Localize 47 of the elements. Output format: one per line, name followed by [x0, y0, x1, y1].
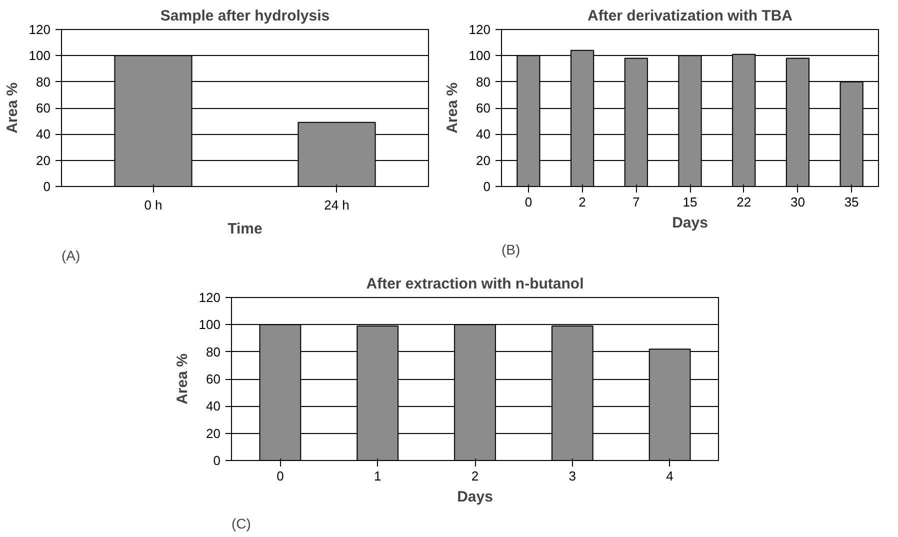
x-tick-label: 1 — [374, 468, 382, 484]
x-tick-label: 4 — [666, 468, 674, 484]
x-tick-label: 24 h — [324, 198, 350, 212]
y-axis-title: Area % — [174, 354, 191, 404]
x-axis-title: Days — [457, 488, 493, 506]
y-tick-label: 0 — [213, 453, 221, 468]
text: (A) — [62, 248, 80, 264]
x-tick-label: 7 — [632, 194, 640, 210]
x-tick-label: 15 — [682, 194, 698, 210]
y-tick-label: 120 — [28, 22, 51, 37]
y-tick-label: 100 — [28, 48, 51, 64]
y-tick-label: 0 — [43, 179, 51, 194]
x-axis-title: Days — [672, 214, 708, 232]
y-tick-label: 40 — [36, 126, 51, 142]
x-tick-label: 2 — [471, 468, 479, 484]
y-tick-label: 100 — [198, 317, 221, 332]
text: (B) — [502, 242, 520, 258]
x-tick-label: 2 — [578, 194, 586, 210]
y-tick-label: 60 — [476, 100, 491, 116]
y-tick-label: 0 — [483, 179, 491, 194]
y-tick-label: 120 — [468, 22, 491, 37]
y-tick-label: 120 — [198, 290, 221, 305]
y-tick-label: 40 — [206, 398, 221, 414]
y-tick-label: 100 — [468, 48, 491, 64]
y-axis-title: Area % — [4, 82, 21, 134]
y-tick-label: 20 — [206, 426, 221, 441]
text: (C) — [232, 516, 251, 532]
y-tick-label: 20 — [36, 152, 51, 168]
x-axis-title: Time — [228, 220, 262, 238]
chart-title: Sample after hydrolysis — [160, 8, 330, 24]
y-tick-label: 40 — [476, 126, 491, 142]
y-tick-label: 20 — [476, 152, 491, 168]
y-tick-label: 80 — [36, 74, 51, 90]
y-tick-label: 80 — [476, 74, 491, 90]
y-tick-label: 60 — [206, 372, 221, 386]
x-tick-label: 0 h — [144, 198, 162, 212]
y-axis-title: Area % — [444, 82, 461, 134]
x-tick-label: 0 — [524, 194, 532, 210]
chart-title: After derivatization with TBA — [587, 8, 793, 24]
y-tick-label: 80 — [206, 344, 221, 360]
y-tick-label: 60 — [36, 100, 51, 116]
x-tick-label: 3 — [568, 468, 576, 484]
x-tick-label: 30 — [790, 194, 805, 210]
chart-title: After extraction with n-butanol — [366, 276, 584, 292]
x-tick-label: 35 — [844, 194, 859, 210]
x-tick-label: 22 — [736, 194, 752, 210]
x-tick-label: 0 — [276, 468, 284, 484]
